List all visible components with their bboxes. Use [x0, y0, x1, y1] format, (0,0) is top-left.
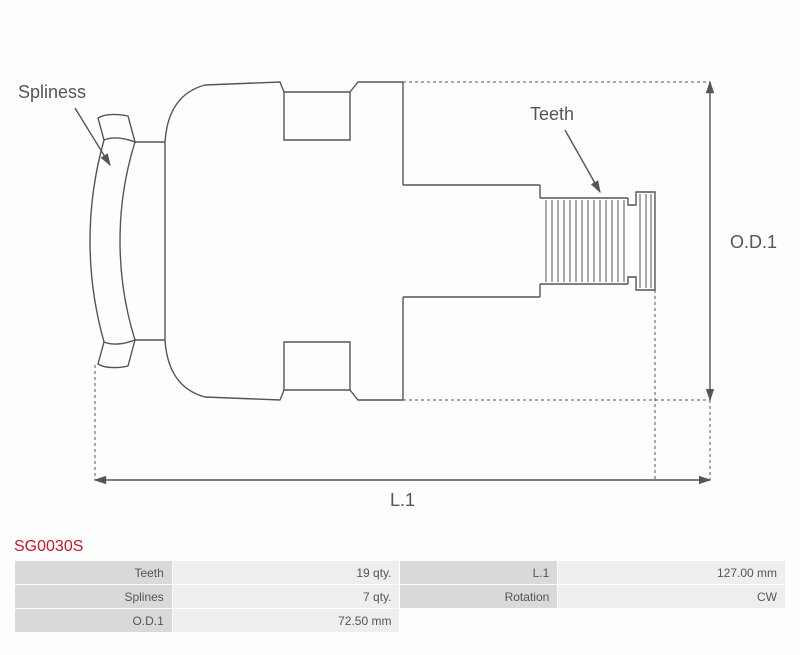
table-row: Teeth 19 qty. L.1 127.00 mm: [15, 561, 786, 585]
table-row: O.D.1 72.50 mm: [15, 609, 786, 633]
diagram-svg: [0, 0, 800, 520]
diagram-area: Spliness Teeth O.D.1 L.1: [0, 0, 800, 520]
table-row: Splines 7 qty. Rotation CW: [15, 585, 786, 609]
spec-value: 127.00 mm: [558, 561, 786, 585]
spec-value: 19 qty.: [172, 561, 400, 585]
teeth-label: Teeth: [530, 104, 574, 125]
spec-value-empty: [558, 609, 786, 633]
spec-value: 7 qty.: [172, 585, 400, 609]
splines-label: Spliness: [18, 82, 86, 103]
spec-value: 72.50 mm: [172, 609, 400, 633]
spec-key: L.1: [400, 561, 558, 585]
spec-key: Rotation: [400, 585, 558, 609]
l1-label: L.1: [390, 490, 415, 511]
spec-key: O.D.1: [15, 609, 173, 633]
spec-value: CW: [558, 585, 786, 609]
part-code: SG0030S: [14, 538, 83, 556]
spec-key: Splines: [15, 585, 173, 609]
spec-key: Teeth: [15, 561, 173, 585]
spec-table: Teeth 19 qty. L.1 127.00 mm Splines 7 qt…: [14, 560, 786, 633]
od1-label: O.D.1: [730, 232, 777, 253]
spec-key-empty: [400, 609, 558, 633]
